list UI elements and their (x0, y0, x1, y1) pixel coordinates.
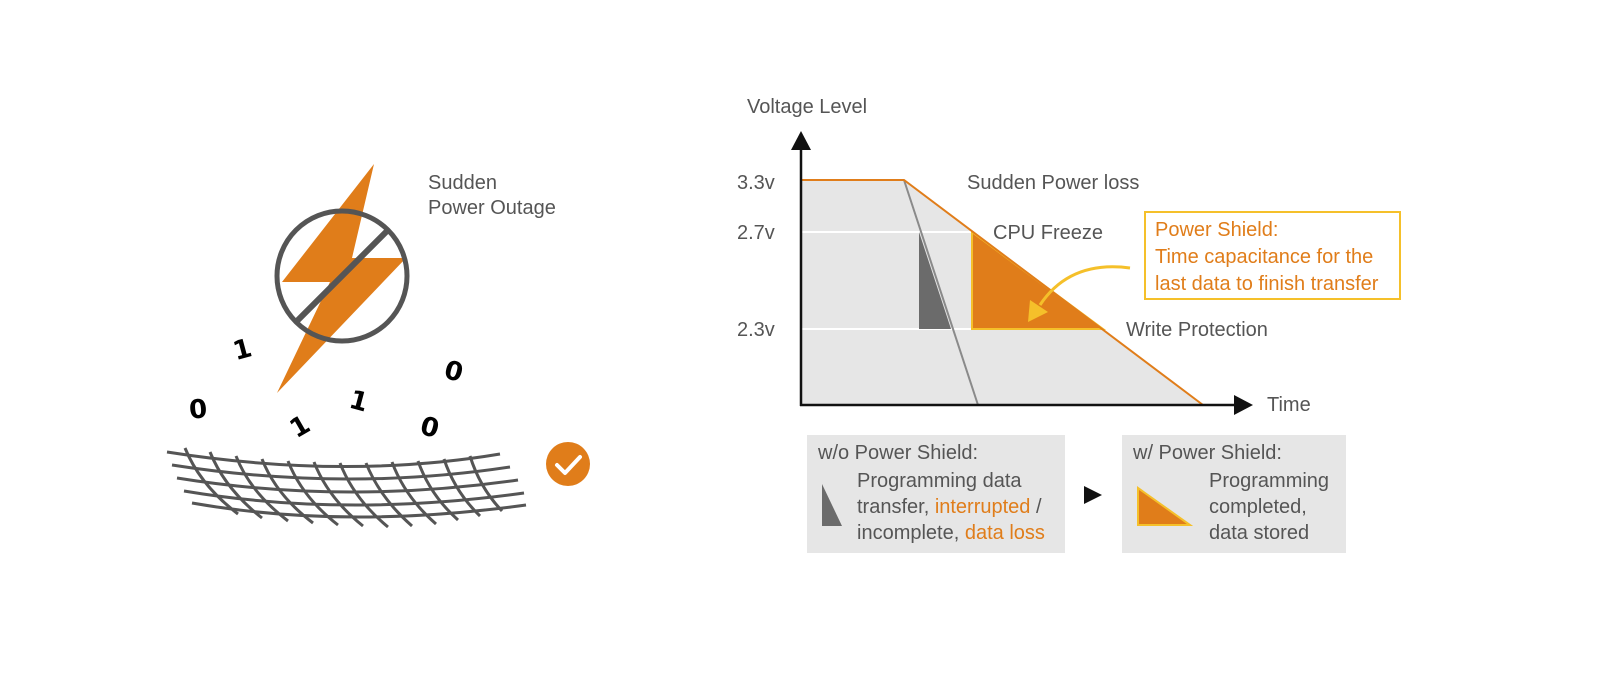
tick-2-7v: 2.7v (737, 222, 775, 244)
callout-line2: Time capacitance for the (1155, 246, 1374, 268)
callout-arrowhead-icon (1028, 300, 1048, 322)
check-badge-icon (546, 442, 590, 486)
no-shield-triangle (919, 232, 951, 329)
legend-with-title: w/ Power Shield: (1133, 442, 1282, 464)
legend-without-line3-a: incomplete, (857, 522, 965, 544)
power-shield-callout: Power Shield: Time capacitance for the l… (1144, 211, 1401, 300)
legend-gray-triangle-icon (822, 484, 842, 526)
y-axis-label: Voltage Level (747, 96, 868, 118)
callout-line3: last data to finish transfer (1155, 273, 1379, 295)
sudden-power-loss-label: Sudden Power loss (967, 172, 1140, 194)
bit-0a: 0 (188, 394, 209, 425)
outage-illustration: 1 0 1 1 0 0 (166, 164, 590, 529)
legend-interrupted-text: interrupted (934, 496, 1031, 518)
x-axis-label: Time (1267, 394, 1311, 416)
legend-without-line2: transfer, interrupted / (857, 494, 1042, 520)
y-axis-arrow-icon (791, 131, 811, 150)
legend-with-line2: completed, (1209, 496, 1307, 518)
legend-with-line1: Programming (1209, 470, 1330, 492)
legend-without-line3: incomplete, data loss (857, 520, 1045, 546)
checkmark-icon (555, 455, 582, 475)
outage-label-line2: Power Outage (428, 197, 556, 219)
outage-label-line1: Sudden (428, 172, 497, 194)
x-axis-arrow-icon (1234, 395, 1253, 415)
cpu-freeze-label: CPU Freeze (993, 222, 1104, 244)
legend-with-line3: data stored (1209, 522, 1310, 544)
callout-arrow (1038, 265, 1131, 306)
legend-without-shield (807, 435, 1065, 553)
legend-without-line1: Programming data (857, 470, 1022, 492)
legend-without-title: w/o Power Shield: (818, 442, 979, 464)
legend-without-line2-a: transfer, (857, 496, 935, 518)
data-grid-icon (166, 447, 527, 529)
write-protection-label: Write Protection (1126, 319, 1268, 341)
prohibited-circle-icon (274, 208, 410, 344)
tick-2-3v: 2.3v (737, 319, 775, 341)
no-shield-curve (903, 179, 979, 406)
legend-with-shield (1122, 435, 1346, 553)
tick-3-3v: 3.3v (737, 172, 775, 194)
callout-line1: Power Shield: (1155, 219, 1279, 241)
legend-orange-triangle-icon (1137, 486, 1194, 526)
voltage-curve (801, 179, 1204, 406)
prohibited-slash (293, 227, 391, 325)
legend-data-loss-text: data loss (964, 522, 1045, 544)
legend-without-line2-c: / (1030, 496, 1042, 518)
legend-arrow-icon (1084, 486, 1102, 504)
